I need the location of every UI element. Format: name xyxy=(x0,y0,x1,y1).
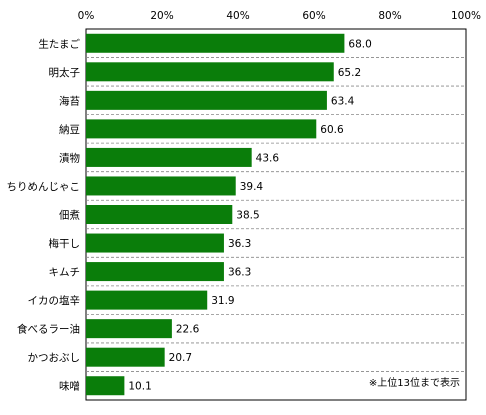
bar xyxy=(86,233,224,253)
category-label: 漬物 xyxy=(59,151,80,164)
bar xyxy=(86,33,345,53)
value-label: 60.6 xyxy=(320,124,344,136)
bar xyxy=(86,262,224,282)
category-label: 佃煮 xyxy=(59,209,80,222)
value-labels: 68.0 65.2 63.4 60.6 43.6 39.4 38.5 36.3 36.3 31.9… xyxy=(128,38,371,392)
category-label: 味噌 xyxy=(59,380,80,393)
x-tick-label: 60% xyxy=(302,10,325,22)
x-tick-label: 20% xyxy=(150,10,173,22)
value-label: 39.4 xyxy=(240,181,264,193)
bar xyxy=(86,90,327,110)
category-label: 生たまご xyxy=(38,37,80,50)
x-tick-label: 40% xyxy=(226,10,249,22)
grid-lines xyxy=(86,57,466,372)
bar xyxy=(86,319,172,339)
bar xyxy=(86,205,233,224)
category-label: キムチ xyxy=(49,267,81,279)
value-label: 20.7 xyxy=(169,352,192,364)
x-tick-label: 100% xyxy=(451,10,481,22)
bar xyxy=(86,347,165,367)
value-label: 63.4 xyxy=(331,95,355,107)
category-label: 納豆 xyxy=(59,123,80,136)
category-labels: 生たまご明太子海苔納豆漬物ちりめんじゃこ佃煮梅干しキムチイカの塩辛食べるラー油か… xyxy=(7,37,81,392)
category-label: 海苔 xyxy=(59,94,80,107)
category-label: イカの塩辛 xyxy=(28,294,81,307)
category-label: 明太子 xyxy=(49,66,81,79)
value-label: 31.9 xyxy=(211,295,234,307)
chart-note: ※上位13位まで表示 xyxy=(369,376,460,389)
value-label: 38.5 xyxy=(236,210,259,222)
value-label: 36.3 xyxy=(228,267,251,279)
category-label: 食べるラー油 xyxy=(17,323,80,336)
bars xyxy=(86,33,345,396)
bar xyxy=(86,376,125,396)
bar xyxy=(86,290,208,310)
value-label: 36.3 xyxy=(228,238,251,250)
bar xyxy=(86,119,317,139)
value-label: 10.1 xyxy=(128,381,151,393)
x-tick-label: 0% xyxy=(78,10,95,22)
x-tick-labels: 0% 20% 40% 60% 80% 100% xyxy=(78,10,481,22)
value-label: 22.6 xyxy=(176,324,200,336)
category-label: かつおぶし xyxy=(28,352,81,364)
value-label: 65.2 xyxy=(338,67,361,79)
category-label: 梅干し xyxy=(49,237,81,250)
value-label: 43.6 xyxy=(256,152,280,164)
x-tick-label: 80% xyxy=(378,10,401,22)
category-label: ちりめんじゃこ xyxy=(7,181,81,193)
value-label: 68.0 xyxy=(348,38,371,50)
bar xyxy=(86,176,236,196)
bar xyxy=(86,62,334,82)
bar xyxy=(86,147,252,167)
